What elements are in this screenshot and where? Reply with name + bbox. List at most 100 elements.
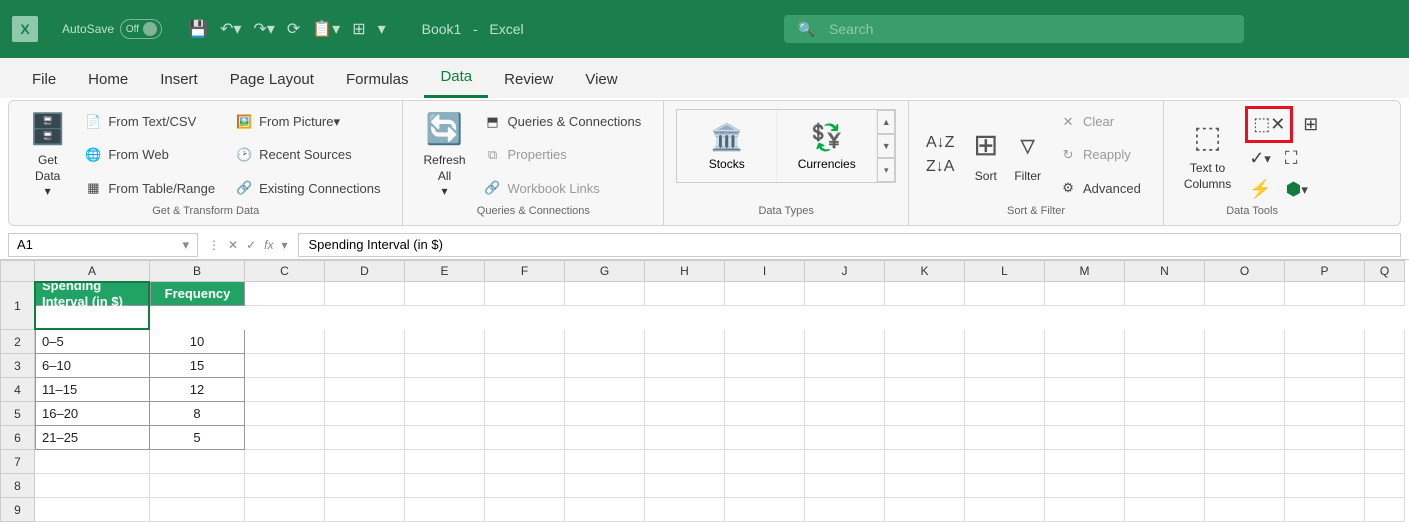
cell[interactable] xyxy=(35,450,150,474)
fx-icon[interactable]: fx xyxy=(264,238,273,252)
cell[interactable]: 11–15 xyxy=(35,378,150,402)
cell[interactable] xyxy=(1125,450,1205,474)
cell[interactable] xyxy=(565,426,645,450)
cell[interactable] xyxy=(965,402,1045,426)
cell[interactable] xyxy=(645,330,725,354)
currencies-type[interactable]: 💱Currencies xyxy=(777,110,877,182)
cell[interactable]: Frequency xyxy=(150,282,245,306)
cell[interactable] xyxy=(645,426,725,450)
row-header[interactable]: 8 xyxy=(0,474,35,498)
cell[interactable] xyxy=(1045,450,1125,474)
cell[interactable] xyxy=(405,450,485,474)
cell[interactable] xyxy=(565,282,645,306)
cell[interactable] xyxy=(805,498,885,522)
text-to-columns-button[interactable]: ⬚ Text to Columns xyxy=(1176,105,1239,205)
stocks-type[interactable]: 🏛️Stocks xyxy=(677,110,777,182)
cell[interactable] xyxy=(645,282,725,306)
cell[interactable] xyxy=(885,474,965,498)
row-header[interactable]: 4 xyxy=(0,378,35,402)
cell[interactable] xyxy=(245,426,325,450)
cell[interactable] xyxy=(805,450,885,474)
name-box[interactable]: A1 ▾ xyxy=(8,233,198,257)
cell[interactable] xyxy=(325,474,405,498)
clear-filter-button[interactable]: ✕Clear xyxy=(1055,111,1145,133)
advanced-filter-button[interactable]: ⚙Advanced xyxy=(1055,177,1145,199)
cell[interactable] xyxy=(1285,402,1365,426)
cell[interactable] xyxy=(965,498,1045,522)
tab-review[interactable]: Review xyxy=(488,61,569,98)
cell[interactable] xyxy=(485,498,565,522)
cell[interactable] xyxy=(1285,354,1365,378)
cell[interactable] xyxy=(1125,426,1205,450)
cell[interactable] xyxy=(245,498,325,522)
cell[interactable] xyxy=(245,282,325,306)
cell[interactable] xyxy=(565,378,645,402)
cell[interactable] xyxy=(245,402,325,426)
cell[interactable] xyxy=(1365,474,1405,498)
col-header[interactable]: B xyxy=(150,260,245,282)
cell[interactable] xyxy=(1045,282,1125,306)
cell[interactable] xyxy=(325,426,405,450)
cell[interactable] xyxy=(725,498,805,522)
row-header[interactable]: 6 xyxy=(0,426,35,450)
col-header[interactable]: M xyxy=(1045,260,1125,282)
cell[interactable] xyxy=(805,282,885,306)
cell[interactable] xyxy=(1045,402,1125,426)
col-header[interactable]: O xyxy=(1205,260,1285,282)
col-header[interactable]: I xyxy=(725,260,805,282)
cell[interactable] xyxy=(885,282,965,306)
cell[interactable] xyxy=(1285,378,1365,402)
row-header[interactable]: 2 xyxy=(0,330,35,354)
refresh-all-button[interactable]: 🔄 Refresh All▾ xyxy=(415,105,473,205)
cell[interactable] xyxy=(325,282,405,306)
cell[interactable] xyxy=(150,450,245,474)
scroll-more-icon[interactable]: ▾ xyxy=(877,158,895,182)
cell[interactable] xyxy=(150,474,245,498)
cell[interactable] xyxy=(965,426,1045,450)
cell[interactable] xyxy=(725,474,805,498)
cancel-icon[interactable]: ✕ xyxy=(228,238,238,252)
cell[interactable]: 5 xyxy=(150,426,245,450)
cell[interactable] xyxy=(885,426,965,450)
col-header[interactable]: C xyxy=(245,260,325,282)
cell[interactable] xyxy=(645,498,725,522)
relationships-button[interactable]: ⛶ xyxy=(1281,144,1302,173)
cell[interactable] xyxy=(1365,378,1405,402)
cell[interactable] xyxy=(405,282,485,306)
cell[interactable] xyxy=(965,354,1045,378)
col-header[interactable]: P xyxy=(1285,260,1365,282)
tab-home[interactable]: Home xyxy=(72,61,144,98)
data-types-gallery[interactable]: 🏛️Stocks 💱Currencies ▲▼▾ xyxy=(676,109,896,183)
cell[interactable] xyxy=(1125,498,1205,522)
col-header[interactable]: J xyxy=(805,260,885,282)
row-header[interactable]: 1 xyxy=(0,282,35,330)
col-header[interactable]: D xyxy=(325,260,405,282)
grid-icon[interactable]: ⊞ xyxy=(352,19,365,39)
cell[interactable] xyxy=(485,402,565,426)
cell[interactable] xyxy=(1205,378,1285,402)
col-header[interactable]: L xyxy=(965,260,1045,282)
col-header[interactable]: G xyxy=(565,260,645,282)
cell[interactable] xyxy=(1205,450,1285,474)
cell[interactable] xyxy=(725,282,805,306)
workbook-links-button[interactable]: 🔗Workbook Links xyxy=(480,177,646,199)
cell[interactable] xyxy=(1205,498,1285,522)
cell[interactable] xyxy=(565,330,645,354)
cell[interactable] xyxy=(565,354,645,378)
cell[interactable] xyxy=(1285,498,1365,522)
from-table-range-button[interactable]: ▦From Table/Range xyxy=(80,177,219,199)
cell[interactable] xyxy=(885,402,965,426)
cell[interactable] xyxy=(1205,402,1285,426)
cell[interactable] xyxy=(1365,330,1405,354)
cell[interactable]: 10 xyxy=(150,330,245,354)
cell[interactable] xyxy=(565,474,645,498)
cell[interactable] xyxy=(485,282,565,306)
tab-page-layout[interactable]: Page Layout xyxy=(214,61,330,98)
cell[interactable] xyxy=(485,426,565,450)
tab-view[interactable]: View xyxy=(569,61,633,98)
undo-icon[interactable]: ↶▾ xyxy=(220,19,241,39)
cell[interactable] xyxy=(805,426,885,450)
reapply-button[interactable]: ↻Reapply xyxy=(1055,144,1145,166)
cell[interactable] xyxy=(645,378,725,402)
cell[interactable] xyxy=(805,378,885,402)
